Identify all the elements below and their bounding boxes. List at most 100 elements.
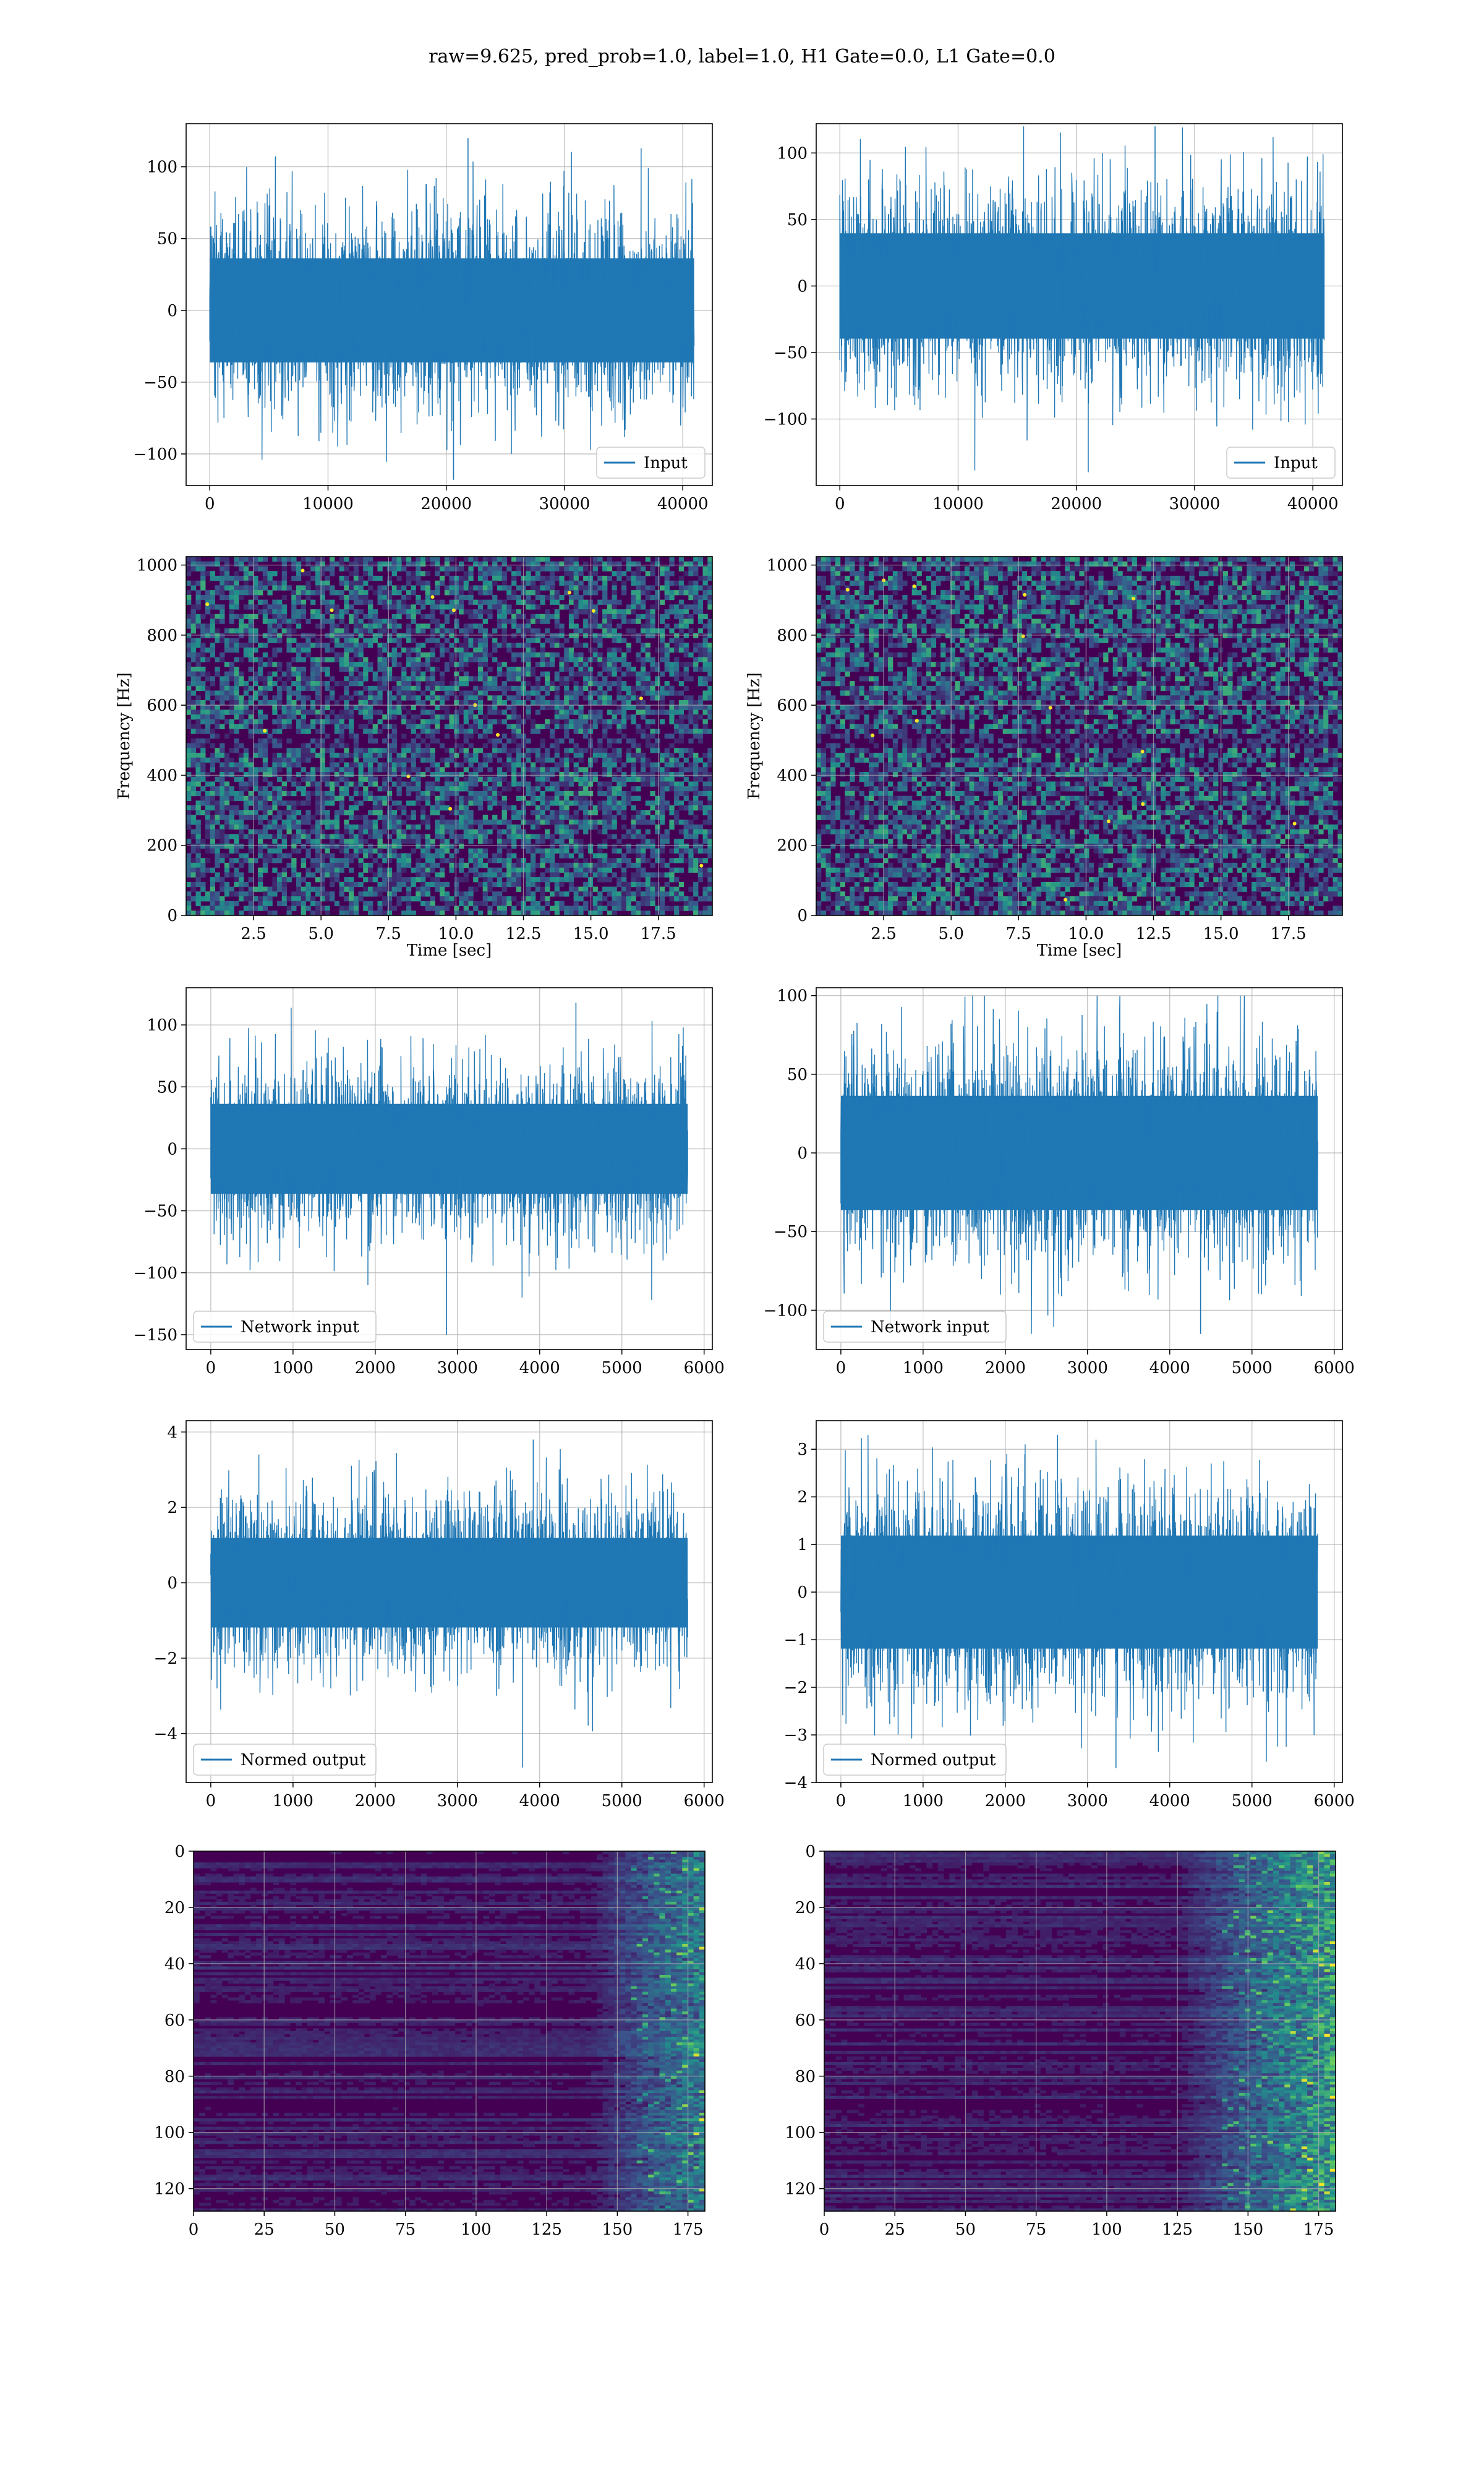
h1-spectrogram-cell (396, 776, 402, 782)
h1-spectrogram-cell (411, 786, 416, 792)
h1-spectrogram-cell (531, 557, 536, 562)
h1-spectrogram-cell (688, 695, 694, 701)
h1-spectrogram-cell (258, 671, 263, 677)
h1-spectrogram-cell (220, 762, 225, 768)
h1-spectrogram-cell (463, 657, 469, 662)
h1-spectrogram-cell (612, 820, 617, 825)
h1-spectrogram-cell (243, 643, 249, 648)
h1-spectrogram-cell (291, 862, 297, 868)
h1-spectrogram-cell (592, 676, 598, 682)
h1-spectrogram-cell (468, 729, 474, 734)
h1-spectrogram-cell (707, 867, 712, 873)
h1-spectrogram-cell (535, 628, 541, 634)
h1-spectrogram-cell (641, 685, 646, 691)
h1-spectrogram-cell (440, 643, 445, 648)
h1-spectrogram-cell (339, 734, 344, 739)
h1-spectrogram-cell (454, 700, 459, 706)
h1-spectrogram-cell (286, 719, 292, 725)
h1-spectrogram-cell (420, 853, 426, 858)
h1-spectrogram-cell (535, 881, 541, 888)
h1-spectrogram-cell (248, 815, 254, 820)
h1-spectrogram-cell (344, 877, 349, 883)
h1-spectrogram-cell (425, 695, 431, 701)
h1-spectrogram-cell (477, 853, 484, 858)
h1-spectrogram-cell (229, 638, 234, 643)
h1-spectrogram-cell (344, 824, 349, 830)
h1-spectrogram-cell (602, 599, 608, 605)
h1-spectrogram-cell (702, 805, 708, 811)
h1-spectrogram-cell (339, 867, 344, 873)
h1-spectrogram-cell (239, 795, 244, 801)
h1-spectrogram-cell (554, 638, 560, 643)
h1-spectrogram-cell (664, 647, 670, 653)
h1-spectrogram-cell (229, 795, 234, 801)
h1-spectrogram-cell (411, 781, 416, 787)
h1-spectrogram-cell (531, 633, 536, 638)
h1-spectrogram-cell (592, 618, 598, 624)
h1-spectrogram-cell (435, 628, 440, 634)
h1-spectrogram-cell (344, 753, 349, 758)
h1-spectrogram-cell (377, 839, 383, 844)
h1-spectrogram-cell (234, 790, 239, 797)
h1-spectrogram-cell (602, 614, 608, 620)
h1-spectrogram-cell (281, 604, 287, 610)
h1-spectrogram-cell (573, 810, 579, 816)
h1-spectrogram-cell (573, 762, 579, 768)
h1-spectrogram-cell (674, 676, 680, 682)
h1-spectrogram-cell (210, 614, 215, 620)
h1-spectrogram-cell (358, 848, 364, 854)
h1-spectrogram-cell (229, 618, 234, 624)
h1-spectrogram-cell (353, 585, 359, 591)
h1-spectrogram-cell (554, 877, 560, 883)
h1-spectrogram-cell (573, 772, 579, 777)
h1-spectrogram-cell (358, 858, 364, 863)
h1-spectrogram-cell (540, 810, 545, 816)
h1-spectrogram-cell (368, 571, 373, 576)
h1-spectrogram-cell (391, 685, 397, 691)
h1-spectrogram-cell (621, 776, 627, 782)
h1-spectrogram-cell (501, 858, 507, 863)
h1-spectrogram-cell (190, 561, 196, 567)
h1-spectrogram-cell (353, 676, 359, 682)
h1-spectrogram-cell (229, 662, 234, 667)
h1-spectrogram-cell (315, 790, 321, 797)
h1-spectrogram-cell (621, 805, 627, 811)
h1-spectrogram-cell (564, 810, 569, 816)
h1-spectrogram-cell (626, 800, 631, 806)
h1-spectrogram-cell (386, 753, 393, 758)
h1-spectrogram-cell (707, 790, 712, 797)
h1-spectrogram-cell (272, 762, 278, 768)
h1-spectrogram-cell (205, 594, 211, 601)
h1-spectrogram-cell (344, 762, 349, 768)
h1-spectrogram-cell (497, 767, 503, 773)
h1-spectrogram-cell (449, 810, 454, 816)
h1-spectrogram-cell (262, 676, 268, 682)
h1-spectrogram-cell (239, 719, 244, 725)
h1-spectrogram-cell (220, 676, 225, 682)
h1-spectrogram-cell (344, 652, 349, 657)
h1-spectrogram-cell (631, 805, 636, 811)
h1-spectrogram-cell (210, 618, 215, 624)
h1-spectrogram-cell (391, 743, 397, 748)
h1-spectrogram-cell (659, 753, 665, 758)
h1-spectrogram-cell (372, 820, 378, 825)
h1-spectrogram-cell (482, 781, 488, 787)
h1-spectrogram-cell (636, 685, 641, 691)
h1-spectrogram-cell (406, 839, 412, 844)
h1-spectrogram-cell (210, 623, 215, 629)
h1-spectrogram-cell (612, 647, 617, 653)
h1-spectrogram-cell (550, 571, 555, 576)
h1-spectrogram-cell (631, 762, 636, 768)
h1-spectrogram-cell (592, 776, 598, 782)
h1-spectrogram-cell (688, 571, 694, 576)
h1-spectrogram-cell (239, 676, 244, 682)
h1-spectrogram-cell (636, 844, 641, 849)
h1-spectrogram-cell (535, 700, 541, 706)
h1-spectrogram-cell (592, 753, 598, 758)
h1-spectrogram-cell (386, 743, 393, 748)
h1-spectrogram-cell (435, 571, 440, 576)
h1-spectrogram-cell (602, 867, 608, 873)
h1-spectrogram-cell (463, 609, 469, 615)
h1-spectrogram-cell (650, 862, 655, 868)
h1-spectrogram-cell (440, 790, 445, 797)
